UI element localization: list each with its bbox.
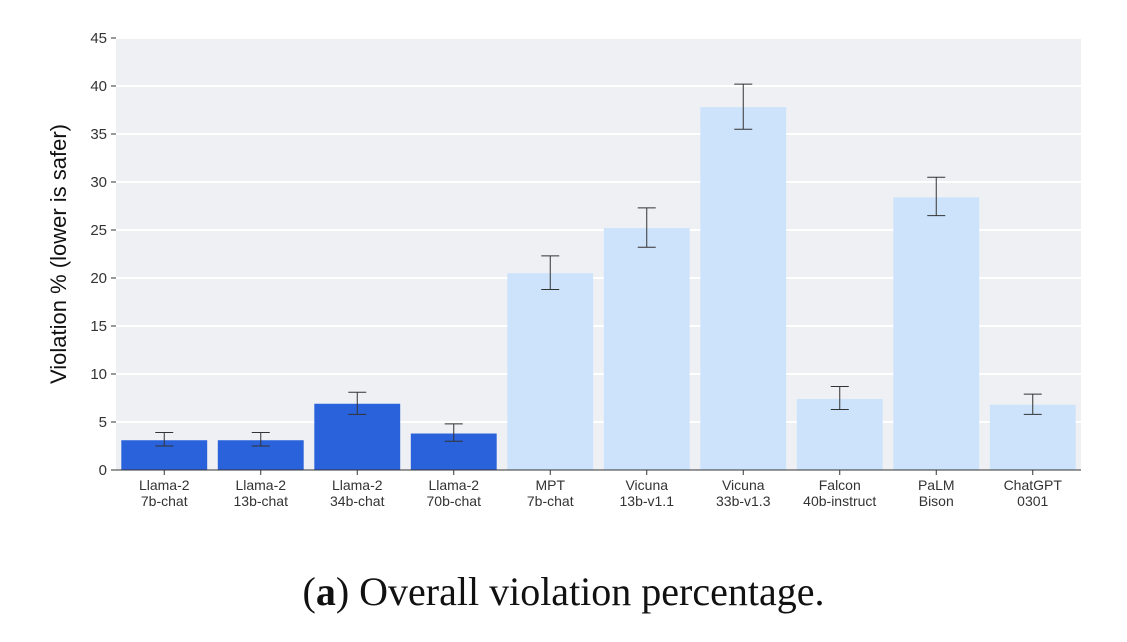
x-tick-label-line: Llama-2 — [428, 477, 479, 493]
y-tick-label: 30 — [90, 174, 107, 191]
x-tick-label-line: 70b-chat — [427, 493, 482, 509]
x-tick-label-line: ChatGPT — [1004, 477, 1063, 493]
bar — [796, 398, 883, 470]
x-tick-label-line: PaLM — [918, 477, 955, 493]
y-axis-label: Violation % (lower is safer) — [46, 124, 71, 384]
y-tick-label: 20 — [90, 270, 107, 287]
x-tick-label: MPT 7b-chat — [527, 477, 574, 509]
y-tick-label: 35 — [90, 126, 107, 143]
x-tick-label: Llama-2 70b-chat — [427, 477, 482, 509]
x-tick-label-line: 7b-chat — [527, 493, 574, 509]
figure-caption: (a) Overall violation percentage. — [302, 569, 825, 614]
x-tick-label-line: 13b-v1.1 — [620, 493, 675, 509]
x-tick-label-line: 7b-chat — [141, 493, 188, 509]
x-tick-label: Llama-2 13b-chat — [234, 477, 289, 509]
x-tick-label-line: 40b-instruct — [803, 493, 876, 509]
bar — [507, 273, 594, 470]
x-tick-label-line: 33b-v1.3 — [716, 493, 771, 509]
bar — [989, 404, 1076, 470]
bar — [893, 197, 980, 471]
caption-text: Overall violation percentage. — [359, 569, 825, 614]
x-tick-label: Falcon 40b-instruct — [803, 477, 876, 509]
x-tick-label-line: MPT — [535, 477, 565, 493]
x-tick-label-line: Llama-2 — [332, 477, 383, 493]
x-tick-label-line: 0301 — [1017, 493, 1048, 509]
y-tick-label: 45 — [90, 30, 107, 47]
y-tick-label: 10 — [90, 366, 107, 383]
x-tick-label-line: Llama-2 — [235, 477, 286, 493]
y-axis-ticks: 0 5 10 15 20 25 30 35 40 45 — [90, 30, 116, 479]
y-tick-label: 15 — [90, 318, 107, 335]
x-tick-label-line: 13b-chat — [234, 493, 289, 509]
x-tick-label-line: 34b-chat — [330, 493, 385, 509]
x-tick-label: Vicuna 33b-v1.3 — [716, 477, 771, 509]
gridlines — [116, 37, 1081, 423]
caption-label: a — [315, 569, 336, 614]
y-tick-label: 25 — [90, 222, 107, 239]
x-tick-label: Llama-2 7b-chat — [139, 477, 190, 509]
x-tick-label-line: Falcon — [819, 477, 861, 493]
x-tick-label: Vicuna 13b-v1.1 — [620, 477, 675, 509]
x-tick-label: Llama-2 34b-chat — [330, 477, 385, 509]
bar — [700, 107, 787, 471]
y-tick-label: 40 — [90, 78, 107, 95]
x-tick-label-line: Vicuna — [722, 477, 765, 493]
error-bars — [155, 83, 1042, 447]
x-tick-label: PaLM Bison — [918, 477, 955, 509]
x-tick-label-line: Bison — [919, 493, 954, 509]
bars — [121, 107, 1076, 471]
bar — [603, 228, 690, 470]
x-tick-label-line: Llama-2 — [139, 477, 190, 493]
x-tick-label: ChatGPT 0301 — [1004, 477, 1063, 509]
y-tick-label: 0 — [99, 462, 107, 479]
x-tick-label-line: Vicuna — [625, 477, 668, 493]
y-tick-label: 5 — [99, 414, 107, 431]
